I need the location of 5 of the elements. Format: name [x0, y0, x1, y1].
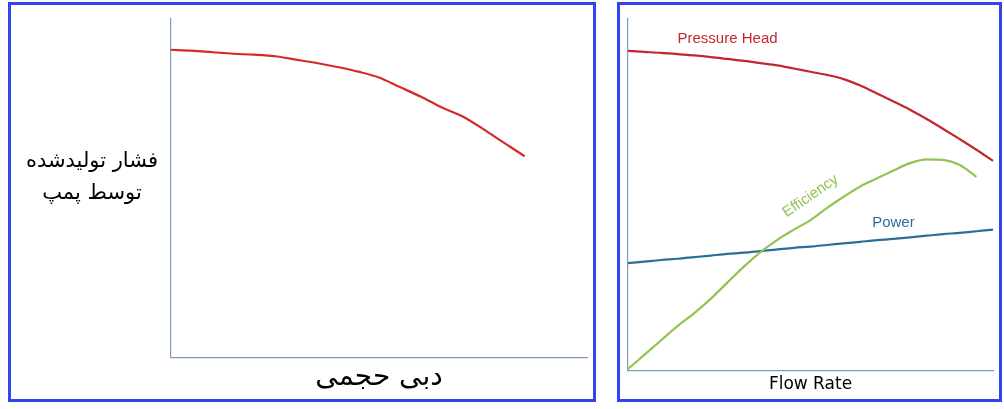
series-label: Pressure Head: [677, 29, 778, 47]
series-label: Power: [872, 213, 915, 231]
x-axis-title: Flow Rate: [768, 373, 853, 394]
y-axis-title: فشار تولیدشده توسط پمپ: [24, 147, 160, 206]
x-axis-title: دبی حجمی: [315, 359, 443, 393]
